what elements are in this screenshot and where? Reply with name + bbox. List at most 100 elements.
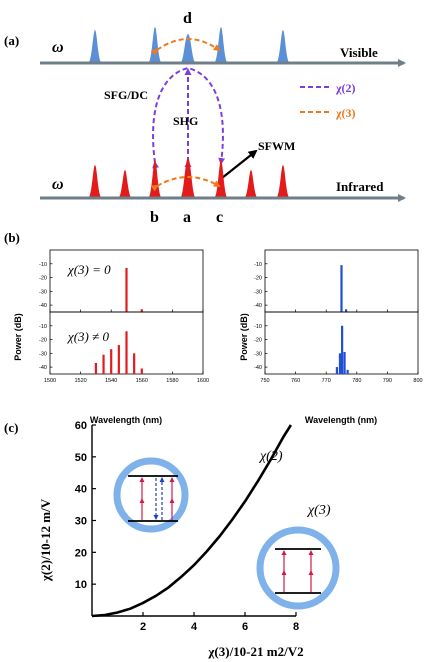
y-tick-label: -20 (39, 338, 47, 344)
y-tick-label: -20 (254, 276, 262, 282)
visible-peak (214, 27, 228, 63)
spectral-line (125, 267, 128, 312)
x-tick-label: 1580 (166, 378, 178, 384)
curve-label-chi3: χ(3) (306, 503, 331, 518)
x-tick-label: 1540 (105, 378, 117, 384)
x-tick-label: 770 (322, 378, 331, 384)
point-c: c (216, 209, 223, 226)
y-tick-label: -40 (39, 365, 47, 371)
panel-c: (c) 10 20 30 40 50 60 2 4 6 8 χ(2)/10-12 m/V χ(3)… (4, 420, 340, 659)
spectral-line (338, 353, 342, 374)
x-tick-label: 4 (191, 621, 198, 633)
y-tick-label: -40 (39, 303, 47, 309)
panel-b-label: (b) (4, 230, 20, 245)
y-tick-label: -10 (39, 262, 47, 268)
y-tick-label: -30 (254, 351, 262, 357)
x-tick-label: 780 (352, 378, 361, 384)
legend-chi2: χ(2) (335, 81, 356, 95)
ylabel-b-left: Power (dB) (13, 313, 23, 361)
infrared-peak (214, 160, 228, 198)
chi2-vs-chi3-plot: 10 20 30 40 50 60 2 4 6 8 (75, 420, 299, 633)
infrared-peak (88, 165, 102, 198)
spectrum-b-right-bottom: -10 -20 -30 -40 750 760 770 780 790 800 (254, 311, 423, 384)
xlabel-b-right: Wavelength (nm) (305, 415, 377, 425)
spectrum-b-left-bottom: -10 -20 -30 -40 1500 1520 1540 1560 1580 1600 (39, 311, 209, 384)
spectral-line (140, 368, 143, 374)
infrared-peak (148, 160, 162, 198)
x-tick-label: 790 (383, 378, 392, 384)
y-tick-label: -10 (254, 324, 262, 330)
x-tick-label: 8 (293, 621, 299, 633)
y-tick-label: 60 (75, 420, 87, 432)
infrared-peak (276, 165, 290, 198)
chi3-arc-bottom (150, 176, 221, 192)
visible-peaks (88, 27, 290, 63)
annotation-chi3-zero: χ(3) = 0 (66, 262, 111, 277)
x-tick-label: 1500 (44, 378, 56, 384)
x-tick-label: 1560 (136, 378, 148, 384)
y-tick-label: 10 (75, 579, 87, 591)
legend-chi3: χ(3) (335, 106, 356, 120)
inset-circle-chi2 (113, 457, 189, 533)
shg-label: SHG (173, 114, 198, 128)
panel-a-label: (a) (4, 33, 19, 48)
sfwm-label: SFWM (258, 139, 295, 153)
sfg-dc-arc (152, 66, 226, 169)
y-tick-label: -40 (254, 365, 262, 371)
y-tick-label: 50 (75, 452, 87, 464)
y-tick-label: -20 (39, 276, 47, 282)
infrared-peak (118, 170, 132, 198)
y-tick-label: 30 (75, 516, 87, 528)
omega-bottom: ω (52, 176, 64, 193)
chi3-arc-top (150, 38, 221, 56)
y-tick-label: -10 (254, 262, 262, 268)
spectral-line (344, 309, 348, 312)
spectral-line (343, 351, 346, 374)
inset-circle-chi3 (256, 526, 340, 610)
x-tick-label: 750 (260, 378, 269, 384)
y-tick-label: 40 (75, 484, 87, 496)
chi3-level-diagram (256, 526, 340, 610)
ylabel-b-right: Power (dB) (239, 313, 249, 361)
ylabel-c: χ(2)/10-12 m/V (38, 498, 53, 582)
point-b: b (150, 209, 159, 226)
y-tick-label: -20 (254, 338, 262, 344)
x-tick-label: 1600 (197, 378, 209, 384)
xlabel-c: χ(3)/10-21 m2/V2 (207, 644, 303, 659)
visible-peak (148, 27, 162, 63)
point-a: a (183, 209, 191, 226)
sfwm-arrow (221, 149, 258, 179)
panel-a: (a) ω Visible d SFG/DC SHG χ(2) χ(3) SFW… (4, 10, 406, 226)
y-tick-label: -30 (39, 351, 47, 357)
x-tick-label: 760 (291, 378, 300, 384)
visible-label: Visible (340, 45, 378, 60)
visible-peak (276, 30, 290, 63)
spectral-line (140, 309, 143, 312)
infrared-label: Infrared (336, 179, 384, 194)
x-tick-label: 6 (242, 621, 248, 633)
xlabel-b-left: Wavelength (nm) (90, 415, 162, 425)
spectral-line (341, 325, 344, 374)
x-tick-label: 800 (413, 378, 422, 384)
spectral-line (110, 349, 113, 374)
spectral-line (117, 345, 120, 374)
spectrum-b-right-top: -10 -20 -30 -40 (254, 249, 419, 313)
spectral-line (94, 362, 97, 374)
spectral-line (102, 354, 105, 374)
y-tick-label: 20 (75, 547, 87, 559)
annotation-chi3-nonzero: χ(3) ≠ 0 (66, 329, 110, 344)
spectral-line (340, 265, 343, 312)
curve-label-chi2: χ(2) (258, 449, 283, 464)
spectral-line (133, 353, 136, 374)
panel-c-label: (c) (4, 420, 18, 435)
sfg-dc-label: SFG/DC (104, 88, 148, 102)
y-tick-label: -30 (39, 289, 47, 295)
point-d: d (183, 10, 192, 27)
x-tick-label: 2 (140, 621, 146, 633)
omega-top: ω (52, 39, 64, 56)
y-tick-label: -30 (254, 289, 262, 295)
chi2-curve (91, 424, 293, 618)
infrared-peak (244, 170, 258, 198)
visible-peak (88, 30, 102, 63)
